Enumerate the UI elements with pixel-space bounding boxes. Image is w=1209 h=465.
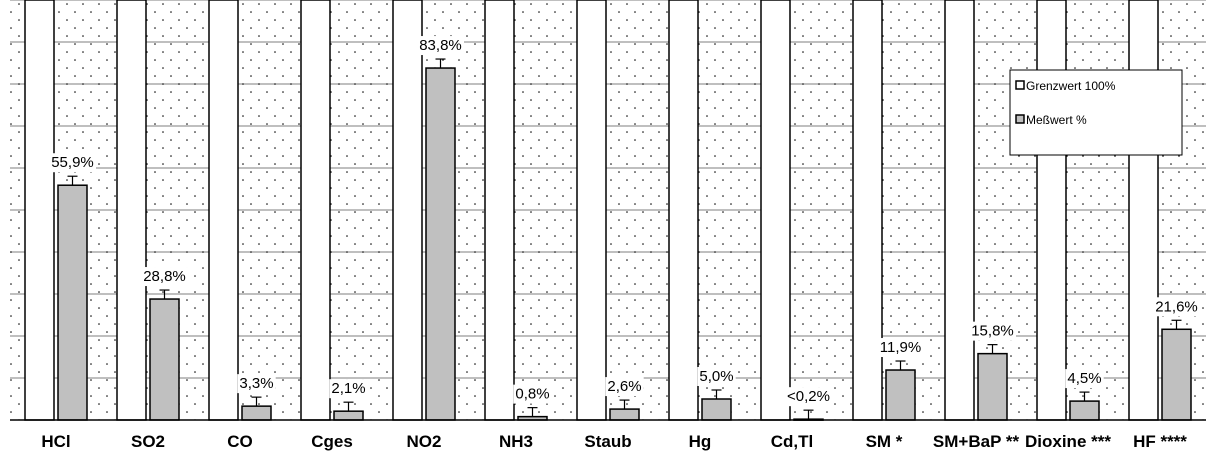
value-label-bg <box>1065 369 1104 389</box>
value-label: <0,2% <box>787 388 830 405</box>
category-labels: HCl SO2 CO Cges NO2 NH3 Staub Hg Cd,Tl SM * SM+BaP… <box>41 432 1187 451</box>
value-label-bg <box>329 379 368 399</box>
value-label-bg <box>605 377 644 397</box>
value-label-bg <box>237 374 276 394</box>
category-label: Cd,Tl <box>771 432 814 451</box>
measured-bar <box>149 298 180 421</box>
category-label: Cges <box>311 432 353 451</box>
measured-bar <box>701 398 732 421</box>
measured-bar <box>609 408 640 421</box>
category-label: CO <box>227 432 253 451</box>
value-label: 21,6% <box>1155 298 1198 315</box>
legend-box <box>1009 69 1183 156</box>
limit-bar <box>1128 0 1159 421</box>
limit-bar <box>760 0 791 421</box>
category-label: HCl <box>41 432 70 451</box>
value-label: 15,8% <box>971 323 1014 340</box>
category-label: SO2 <box>131 432 165 451</box>
legend-swatch <box>1015 114 1025 124</box>
bars <box>24 0 1192 421</box>
value-label: 4,5% <box>1067 370 1101 387</box>
value-labels: 55,9% 28,8% 3,3% 2,1% 83,8% 0,8% 2,6% 5,0% <0,2%… <box>49 36 1200 407</box>
value-label: 11,9% <box>880 339 921 356</box>
category-label: Staub <box>584 432 631 451</box>
value-label: 3,3% <box>239 375 273 392</box>
error-bars <box>67 58 1182 420</box>
value-label: 28,8% <box>143 268 186 285</box>
category-label: Dioxine *** <box>1025 432 1111 451</box>
category-label: Hg <box>689 432 712 451</box>
limit-bar <box>668 0 699 421</box>
measured-bar <box>977 352 1008 421</box>
measured-bar <box>425 67 456 421</box>
limit-bar <box>484 0 515 421</box>
value-label-bg <box>1153 297 1200 317</box>
value-label-bg <box>877 338 924 358</box>
limit-bar <box>576 0 607 421</box>
value-label: 83,8% <box>419 37 462 54</box>
value-label-bg <box>141 267 188 287</box>
measured-bar <box>333 410 364 421</box>
value-label-bg <box>513 384 552 404</box>
value-label-bg <box>785 387 832 407</box>
value-label: 0,8% <box>515 386 549 403</box>
measured-bar <box>1161 328 1192 421</box>
legend: Grenzwert 100% Meßwert % <box>1009 69 1183 156</box>
limit-bar <box>116 0 147 421</box>
value-label: 55,9% <box>51 154 94 171</box>
category-label: NO2 <box>407 432 442 451</box>
category-label: SM * <box>866 432 903 451</box>
value-label: 2,1% <box>331 380 365 397</box>
limit-bar <box>1036 0 1067 421</box>
category-label: SM+BaP ** <box>933 432 1020 451</box>
measured-bar <box>1069 400 1100 421</box>
measured-bar <box>885 369 916 421</box>
category-label: HF **** <box>1133 432 1187 451</box>
value-label-bg <box>49 153 96 173</box>
value-label: 5,0% <box>699 368 733 385</box>
limit-bar <box>944 0 975 421</box>
measured-bar <box>57 184 88 421</box>
legend-label: Meßwert % <box>1026 113 1087 127</box>
limit-bar <box>24 0 55 421</box>
measured-bar <box>241 405 272 421</box>
legend-swatch <box>1015 80 1025 90</box>
value-label-bg <box>969 321 1016 341</box>
category-label: NH3 <box>499 432 533 451</box>
legend-label: Grenzwert 100% <box>1026 79 1116 93</box>
limit-bar <box>300 0 331 421</box>
value-label: 2,6% <box>607 378 641 395</box>
value-label-bg <box>697 367 736 386</box>
limit-bar <box>392 0 423 421</box>
limit-bar <box>208 0 239 421</box>
value-label-bg <box>417 36 464 56</box>
